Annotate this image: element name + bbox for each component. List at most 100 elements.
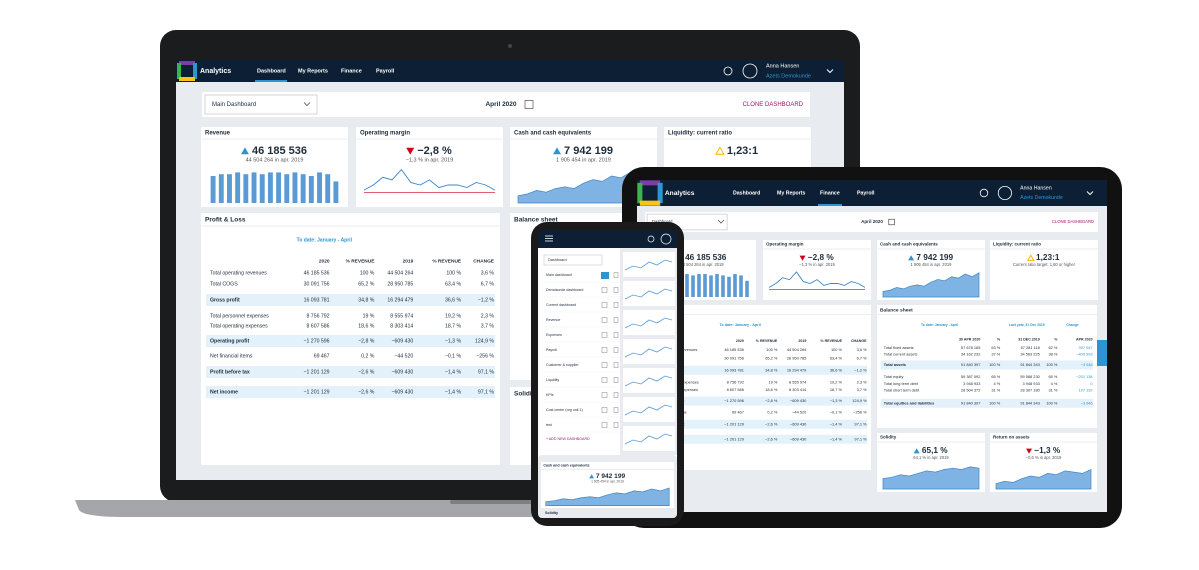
nav-item[interactable]: Finance — [341, 68, 362, 74]
clone-button[interactable]: CLONE DASHBOARD — [743, 102, 804, 108]
bar — [292, 172, 298, 203]
cell: 3 948 933 — [963, 381, 980, 386]
cell: 34,8 % — [765, 367, 778, 372]
cell: 18,7 % — [445, 323, 462, 329]
bar — [251, 172, 257, 203]
cell: 97,1 % — [854, 436, 867, 441]
cell: −0,1 % — [830, 409, 843, 414]
column-group: Last year, 31 Dec 2019 — [1009, 323, 1045, 327]
card-value: 65,1 % — [922, 446, 948, 455]
chevron[interactable] — [1086, 191, 1094, 196]
cell: −256 % — [476, 353, 494, 359]
bar — [259, 174, 265, 203]
menu-item[interactable]: Main dashboard — [546, 273, 572, 277]
column-header: % REVENUE — [346, 258, 376, 264]
thumbnail — [623, 252, 675, 277]
menu-item[interactable]: Revenue — [546, 318, 560, 322]
thumbnail — [623, 397, 675, 422]
bar — [333, 181, 339, 203]
nav-item[interactable]: Payroll — [857, 190, 875, 196]
menu-item[interactable]: Expenses — [546, 333, 562, 337]
menu-item[interactable]: Cost center (org unit 1) — [546, 408, 583, 412]
nav-item[interactable]: Finance — [820, 190, 840, 196]
cell: −3 946 — [1081, 362, 1093, 367]
nav-item[interactable]: My Reports — [777, 190, 806, 196]
bar — [300, 174, 306, 203]
column-header: 30 APR 2020 — [959, 337, 980, 341]
thumbnail-chart — [624, 317, 673, 329]
bar — [317, 172, 322, 203]
card-value: 7 942 199 — [916, 253, 953, 262]
card-value: −1,3 % — [1034, 446, 1061, 455]
thumbnail — [623, 310, 675, 335]
menu-icon — [613, 332, 619, 338]
cell: −609 430 — [392, 338, 414, 344]
menu-icon — [613, 347, 619, 353]
cell: 91 844 343 — [1020, 400, 1039, 405]
card-title: Liquidity: current ratio — [993, 242, 1041, 247]
menu-item[interactable]: Liquidity — [546, 378, 559, 382]
nav-item[interactable]: Dashboard — [733, 190, 760, 196]
cell: 38 % — [1049, 352, 1058, 357]
menu-item[interactable]: KPIs — [546, 393, 554, 397]
column-header: CHANGE — [851, 339, 867, 343]
cell: 31 % — [1049, 388, 1058, 393]
cell: 124,9 % — [475, 338, 494, 344]
menu-item[interactable]: Current dashboard — [546, 303, 576, 307]
select[interactable] — [543, 254, 603, 266]
nav-item[interactable]: Payroll — [376, 68, 395, 74]
cell: 3,7 % — [857, 387, 867, 392]
menu-item[interactable]: Payroll — [546, 348, 557, 352]
dashboard-select[interactable] — [204, 94, 318, 115]
cell: 57 281 118 — [1021, 345, 1040, 350]
menu-item[interactable]: Customer & supplier — [546, 363, 579, 367]
card-title: Liquidity: current ratio — [668, 131, 732, 137]
cell: 3,6 % — [481, 270, 495, 276]
cell: 8 756 792 — [306, 313, 329, 319]
nav-item[interactable]: My Reports — [298, 68, 328, 74]
column-header: % REVENUE — [820, 339, 842, 343]
cell: 100 % — [989, 362, 1001, 367]
cell: 65 % — [991, 374, 1000, 379]
logo — [179, 63, 195, 79]
help-icon[interactable] — [647, 235, 655, 243]
cell: −44 520 — [792, 409, 807, 414]
cell: −0,1 % — [445, 353, 462, 359]
avatar-icon[interactable] — [997, 185, 1012, 201]
company-name: Azets Demokunde — [1020, 195, 1063, 201]
chevron[interactable] — [826, 69, 834, 74]
cell: 3,7 % — [481, 323, 495, 329]
menu-item[interactable]: test — [546, 423, 552, 427]
column-header: 31 DEC 2019 — [1018, 337, 1040, 341]
cell: −609 430 — [790, 421, 807, 426]
thumbnail-chart — [624, 404, 673, 416]
menu-icon — [613, 302, 619, 308]
bar — [721, 275, 725, 297]
cell: −609 430 — [392, 389, 414, 395]
nav-item[interactable]: Dashboard — [257, 68, 286, 74]
cell: −1,3 % — [445, 338, 462, 344]
clone-button[interactable]: CLONE DASHBOARD — [1052, 219, 1094, 224]
menu-item[interactable]: Demokunde dashboard — [546, 288, 583, 292]
row-label: Gross profit — [210, 297, 240, 303]
row-label: Total operating expenses — [210, 323, 268, 329]
cell: 62 % — [1049, 345, 1058, 350]
bar — [284, 174, 290, 203]
card-title: Solidity — [545, 511, 558, 515]
help-icon[interactable] — [723, 66, 733, 76]
row-label: Total current assets — [884, 352, 918, 357]
select-label: Main Dashboard — [212, 102, 256, 108]
bar — [739, 275, 743, 297]
cell: 28 950 785 — [387, 281, 413, 287]
cell: 19 % — [363, 313, 375, 319]
bar — [703, 274, 707, 297]
help-icon[interactable] — [979, 188, 989, 198]
add-dashboard[interactable]: + ADD NEW DASHBOARD — [546, 437, 590, 441]
cell: −1,3 % — [830, 398, 843, 403]
avatar-icon[interactable] — [660, 233, 672, 245]
column-header: 2020 — [736, 339, 744, 343]
card-value: 46 185 536 — [685, 253, 727, 262]
card-sub: 44 504 264 in apr. 2019 — [246, 157, 304, 163]
avatar-icon[interactable] — [742, 63, 758, 79]
